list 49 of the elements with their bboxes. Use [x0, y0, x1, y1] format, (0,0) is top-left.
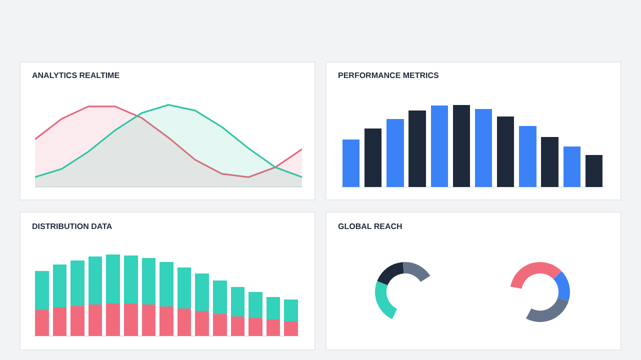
bar — [266, 320, 280, 336]
bar — [408, 110, 426, 187]
bar — [248, 318, 262, 336]
bar — [160, 306, 174, 336]
donut-slice — [526, 298, 569, 322]
donut-slice — [510, 262, 562, 289]
bar — [212, 314, 227, 336]
chart-title: PERFORMANCE METRICS — [338, 71, 440, 80]
bar — [212, 280, 227, 314]
bar — [284, 321, 298, 336]
bar — [266, 296, 280, 320]
bar — [248, 292, 262, 318]
bar — [195, 310, 210, 336]
bar — [541, 136, 558, 187]
bar — [52, 264, 67, 308]
bar — [230, 316, 245, 336]
bar — [70, 306, 84, 336]
bar — [519, 126, 536, 187]
chart-title: GLOBAL REACH — [338, 222, 403, 231]
bar — [177, 268, 192, 308]
bar — [342, 139, 360, 187]
bar — [430, 106, 448, 187]
bar — [195, 273, 210, 311]
bar — [160, 262, 174, 307]
bar — [386, 118, 404, 187]
bar — [364, 128, 382, 187]
bar — [88, 256, 102, 304]
bar — [124, 255, 138, 304]
bar — [106, 303, 120, 336]
chart-title: DISTRIBUTION DATA — [32, 222, 112, 231]
donut-slice — [553, 271, 570, 301]
bar — [34, 270, 49, 310]
bar — [106, 254, 120, 304]
bar — [34, 310, 49, 336]
bar — [70, 260, 84, 306]
bar — [88, 304, 102, 336]
bar — [284, 299, 298, 322]
bar — [452, 104, 470, 187]
bar — [142, 304, 156, 336]
bar — [230, 287, 245, 316]
bar — [474, 108, 492, 187]
bar — [497, 116, 514, 187]
bar — [563, 146, 580, 187]
bar — [585, 154, 603, 187]
bar — [124, 303, 138, 336]
chart-title: ANALYTICS REALTIME — [32, 71, 120, 80]
bar — [177, 308, 192, 336]
bar — [142, 258, 156, 304]
bar — [52, 308, 67, 336]
